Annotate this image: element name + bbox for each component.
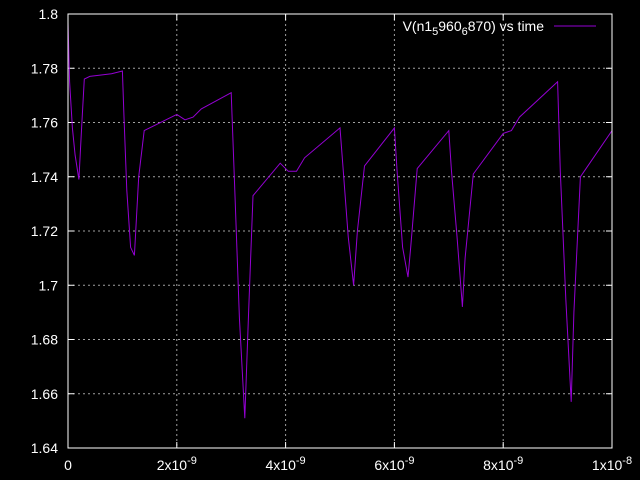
legend-subscript: 6 [462, 26, 468, 38]
series-lines [67, 22, 613, 419]
x-tick-mantissa: 2x10 [157, 457, 188, 473]
legend-subscript: 5 [432, 26, 438, 38]
y-tick-label: 1.76 [31, 115, 58, 131]
x-tick-mantissa: 6x10 [374, 457, 405, 473]
legend-text-part: V(n1 [403, 18, 433, 34]
y-tick-label: 1.66 [31, 386, 58, 402]
x-tick-mantissa: 1x10 [592, 457, 623, 473]
x-tick-label: 1x10-8 [592, 455, 632, 473]
x-tick-label: 0 [64, 457, 72, 473]
x-tick-label: 8x10-9 [483, 455, 523, 473]
y-tick-label: 1.64 [31, 440, 58, 456]
y-tick-label: 1.7 [39, 277, 59, 293]
y-tick-label: 1.8 [39, 6, 59, 22]
x-tick-exponent: -9 [405, 455, 415, 467]
x-tick-exponent: -9 [296, 455, 306, 467]
grid-lines [68, 14, 612, 448]
y-tick-label: 1.78 [31, 60, 58, 76]
x-tick-exponent: -8 [622, 455, 632, 467]
legend: V(n159606870) vs time [403, 18, 596, 38]
legend-label: V(n159606870) vs time [403, 18, 545, 38]
x-tick-exponent: -9 [187, 455, 197, 467]
legend-text-part: 960 [438, 18, 462, 34]
y-tick-label: 1.72 [31, 223, 58, 239]
x-tick-mantissa: 8x10 [483, 457, 514, 473]
series-line [67, 22, 613, 419]
legend-text-part: 870) vs time [468, 18, 544, 34]
y-tick-labels: 1.64 1.66 1.68 1.7 1.72 1.74 1.76 1.78 1.8 [31, 6, 58, 456]
x-tick-label: 6x10-9 [374, 455, 414, 473]
x-tick-labels: 0 2x10-9 4x10-9 6x10-9 8x10-9 1x10-8 [64, 455, 632, 473]
x-tick-label: 4x10-9 [266, 455, 306, 473]
x-tick-mantissa: 0 [64, 457, 72, 473]
y-tick-label: 1.68 [31, 332, 58, 348]
x-tick-label: 2x10-9 [157, 455, 197, 473]
plot-frame [67, 13, 613, 449]
y-tick-label: 1.74 [31, 169, 58, 185]
x-tick-mantissa: 4x10 [266, 457, 297, 473]
x-tick-exponent: -9 [513, 455, 523, 467]
